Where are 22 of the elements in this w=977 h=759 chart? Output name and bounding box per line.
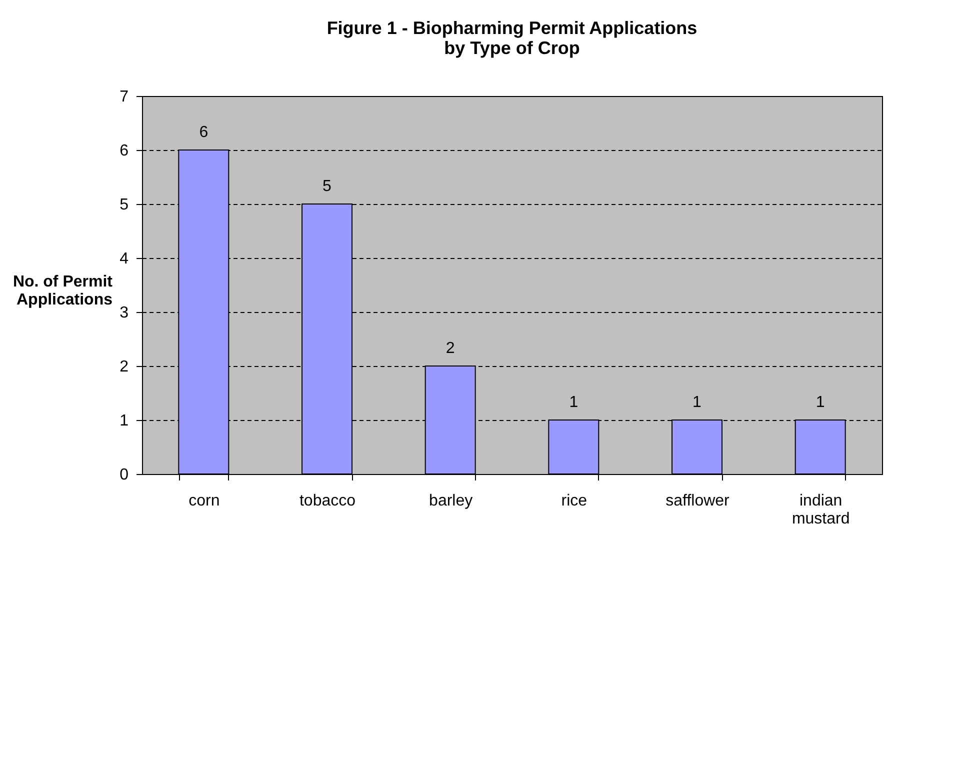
- data-label: 6: [199, 124, 208, 141]
- chart-title: Figure 1 - Biopharming Permit Applications by Type of Crop: [326, 18, 698, 58]
- y-tick-label: 1: [120, 412, 129, 430]
- x-tick-label: tobacco: [299, 492, 356, 510]
- y-tick-label: 4: [120, 250, 129, 268]
- data-label: 1: [692, 394, 702, 411]
- y-tick-label: 2: [120, 358, 129, 376]
- y-tick-label: 5: [120, 196, 129, 214]
- x-tick-label: barley: [429, 492, 473, 510]
- y-tick-label: 0: [120, 466, 129, 484]
- data-label: 1: [816, 394, 825, 411]
- y-axis-title: No. of Permit Applications: [12, 274, 114, 308]
- x-tick-label: corn: [188, 492, 220, 510]
- x-tick-label: safflower: [666, 492, 730, 510]
- data-label: 1: [569, 394, 578, 411]
- data-label: 5: [322, 178, 332, 195]
- y-tick-label: 7: [120, 88, 129, 106]
- x-tick-label: rice: [561, 492, 588, 510]
- data-label: 2: [446, 340, 455, 357]
- y-tick-label: 6: [120, 142, 129, 160]
- x-tick-label: indian mustard: [792, 492, 850, 528]
- y-tick-label: 3: [120, 304, 129, 322]
